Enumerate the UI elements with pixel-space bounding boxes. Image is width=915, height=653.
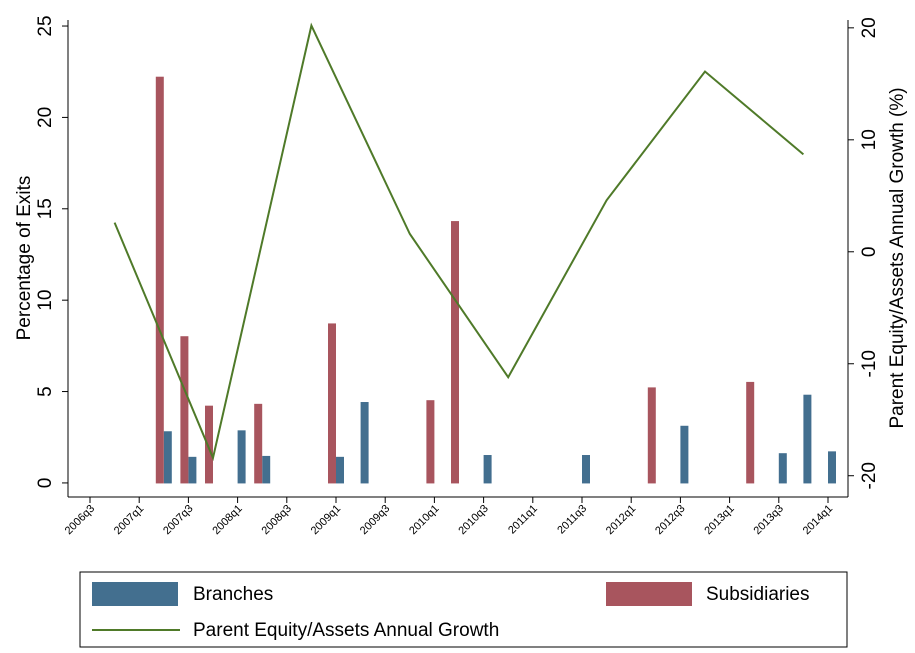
legend-label: Branches bbox=[193, 584, 273, 605]
bar bbox=[426, 400, 435, 484]
line bbox=[113, 22, 805, 462]
y-axis-label: Percentage of Exits bbox=[14, 176, 35, 341]
legend-label: Parent Equity/Assets Annual Growth bbox=[193, 620, 499, 641]
bar bbox=[205, 405, 213, 484]
bar bbox=[163, 431, 172, 484]
x-tick-label: 2008q3 bbox=[260, 503, 294, 537]
bar bbox=[451, 221, 459, 484]
bar bbox=[336, 456, 344, 484]
x-tick-label: 2010q1 bbox=[407, 503, 441, 537]
y2-tick-label: 20 bbox=[859, 17, 880, 38]
x-tick-label: 2010q3 bbox=[456, 503, 490, 537]
y2-axis-label: Parent Equity/Assets Annual Growth (%) bbox=[887, 87, 908, 428]
bar bbox=[582, 455, 590, 484]
bar bbox=[647, 387, 656, 484]
bar bbox=[254, 403, 263, 484]
bar bbox=[188, 456, 197, 484]
bar bbox=[680, 425, 689, 484]
bar bbox=[803, 394, 812, 484]
x-tick-label: 2013q3 bbox=[752, 503, 786, 537]
y-tick-label: 25 bbox=[35, 15, 56, 36]
bar bbox=[262, 455, 271, 484]
y2-tick-label: 0 bbox=[859, 246, 880, 257]
y-tick-label: 10 bbox=[35, 290, 56, 311]
x-tick-label: 2013q1 bbox=[702, 503, 736, 537]
bar bbox=[237, 430, 246, 484]
legend-label: Subsidiaries bbox=[706, 584, 810, 605]
bar bbox=[828, 451, 836, 484]
bar bbox=[483, 455, 492, 484]
x-tick-label: 2011q3 bbox=[555, 503, 589, 537]
x-tick-label: 2011q1 bbox=[506, 503, 540, 537]
bar bbox=[778, 453, 787, 484]
x-tick-label: 2009q3 bbox=[358, 503, 392, 537]
bar bbox=[746, 381, 755, 484]
y-tick-label: 15 bbox=[35, 198, 56, 219]
legend-swatch bbox=[92, 582, 178, 606]
y-tick-label: 0 bbox=[35, 478, 56, 489]
x-tick-label: 2008q1 bbox=[210, 503, 244, 537]
y-tick-label: 5 bbox=[35, 386, 56, 397]
legend-swatch bbox=[606, 582, 692, 606]
x-tick-label: 2009q1 bbox=[309, 503, 343, 537]
bar bbox=[360, 402, 369, 484]
y2-tick-label: 10 bbox=[859, 129, 880, 150]
bar bbox=[155, 76, 164, 484]
bar bbox=[180, 336, 189, 484]
y2-tick-label: -20 bbox=[859, 462, 880, 489]
x-tick-label: 2007q1 bbox=[112, 503, 146, 537]
x-tick-label: 2012q1 bbox=[604, 503, 638, 537]
x-tick-label: 2012q3 bbox=[653, 503, 687, 537]
bar bbox=[328, 323, 336, 484]
x-tick-label: 2014q1 bbox=[801, 503, 835, 537]
x-tick-label: 2006q3 bbox=[63, 503, 97, 537]
y-tick-label: 20 bbox=[35, 107, 56, 128]
legend-box bbox=[79, 571, 848, 648]
y2-tick-label: -10 bbox=[859, 350, 880, 377]
x-tick-label: 2007q3 bbox=[161, 503, 195, 537]
